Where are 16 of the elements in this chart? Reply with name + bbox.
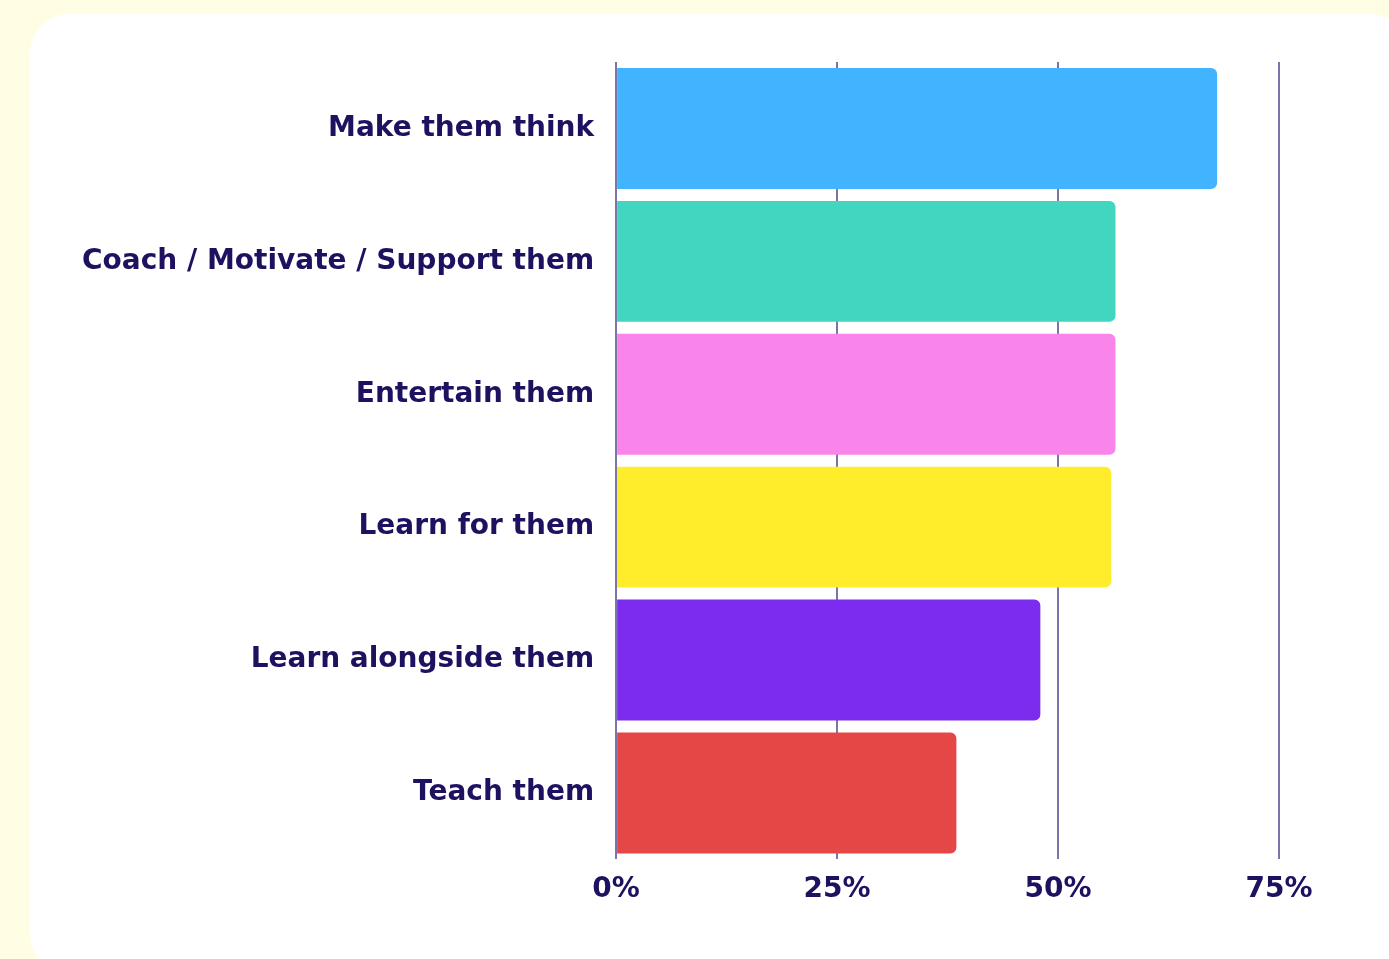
y-tick-label: Entertain them bbox=[355, 375, 595, 409]
x-tick-label: 25% bbox=[803, 871, 871, 905]
bar bbox=[617, 466, 1112, 588]
bar bbox=[617, 333, 1116, 455]
bar bbox=[617, 67, 1218, 189]
bar bbox=[617, 732, 957, 854]
y-tick-label: Make them think bbox=[328, 109, 596, 143]
y-tick-label: Teach them bbox=[413, 774, 595, 808]
x-tick-label: 75% bbox=[1245, 871, 1313, 905]
y-tick-label: Learn for them bbox=[358, 508, 595, 542]
x-tick-label: 50% bbox=[1024, 871, 1092, 905]
y-tick-label: Learn alongside them bbox=[250, 641, 595, 675]
y-tick-label: Coach / Motivate / Support them bbox=[82, 242, 595, 276]
x-tick-label: 0% bbox=[592, 871, 640, 905]
bar bbox=[617, 200, 1116, 322]
bar bbox=[617, 599, 1041, 721]
